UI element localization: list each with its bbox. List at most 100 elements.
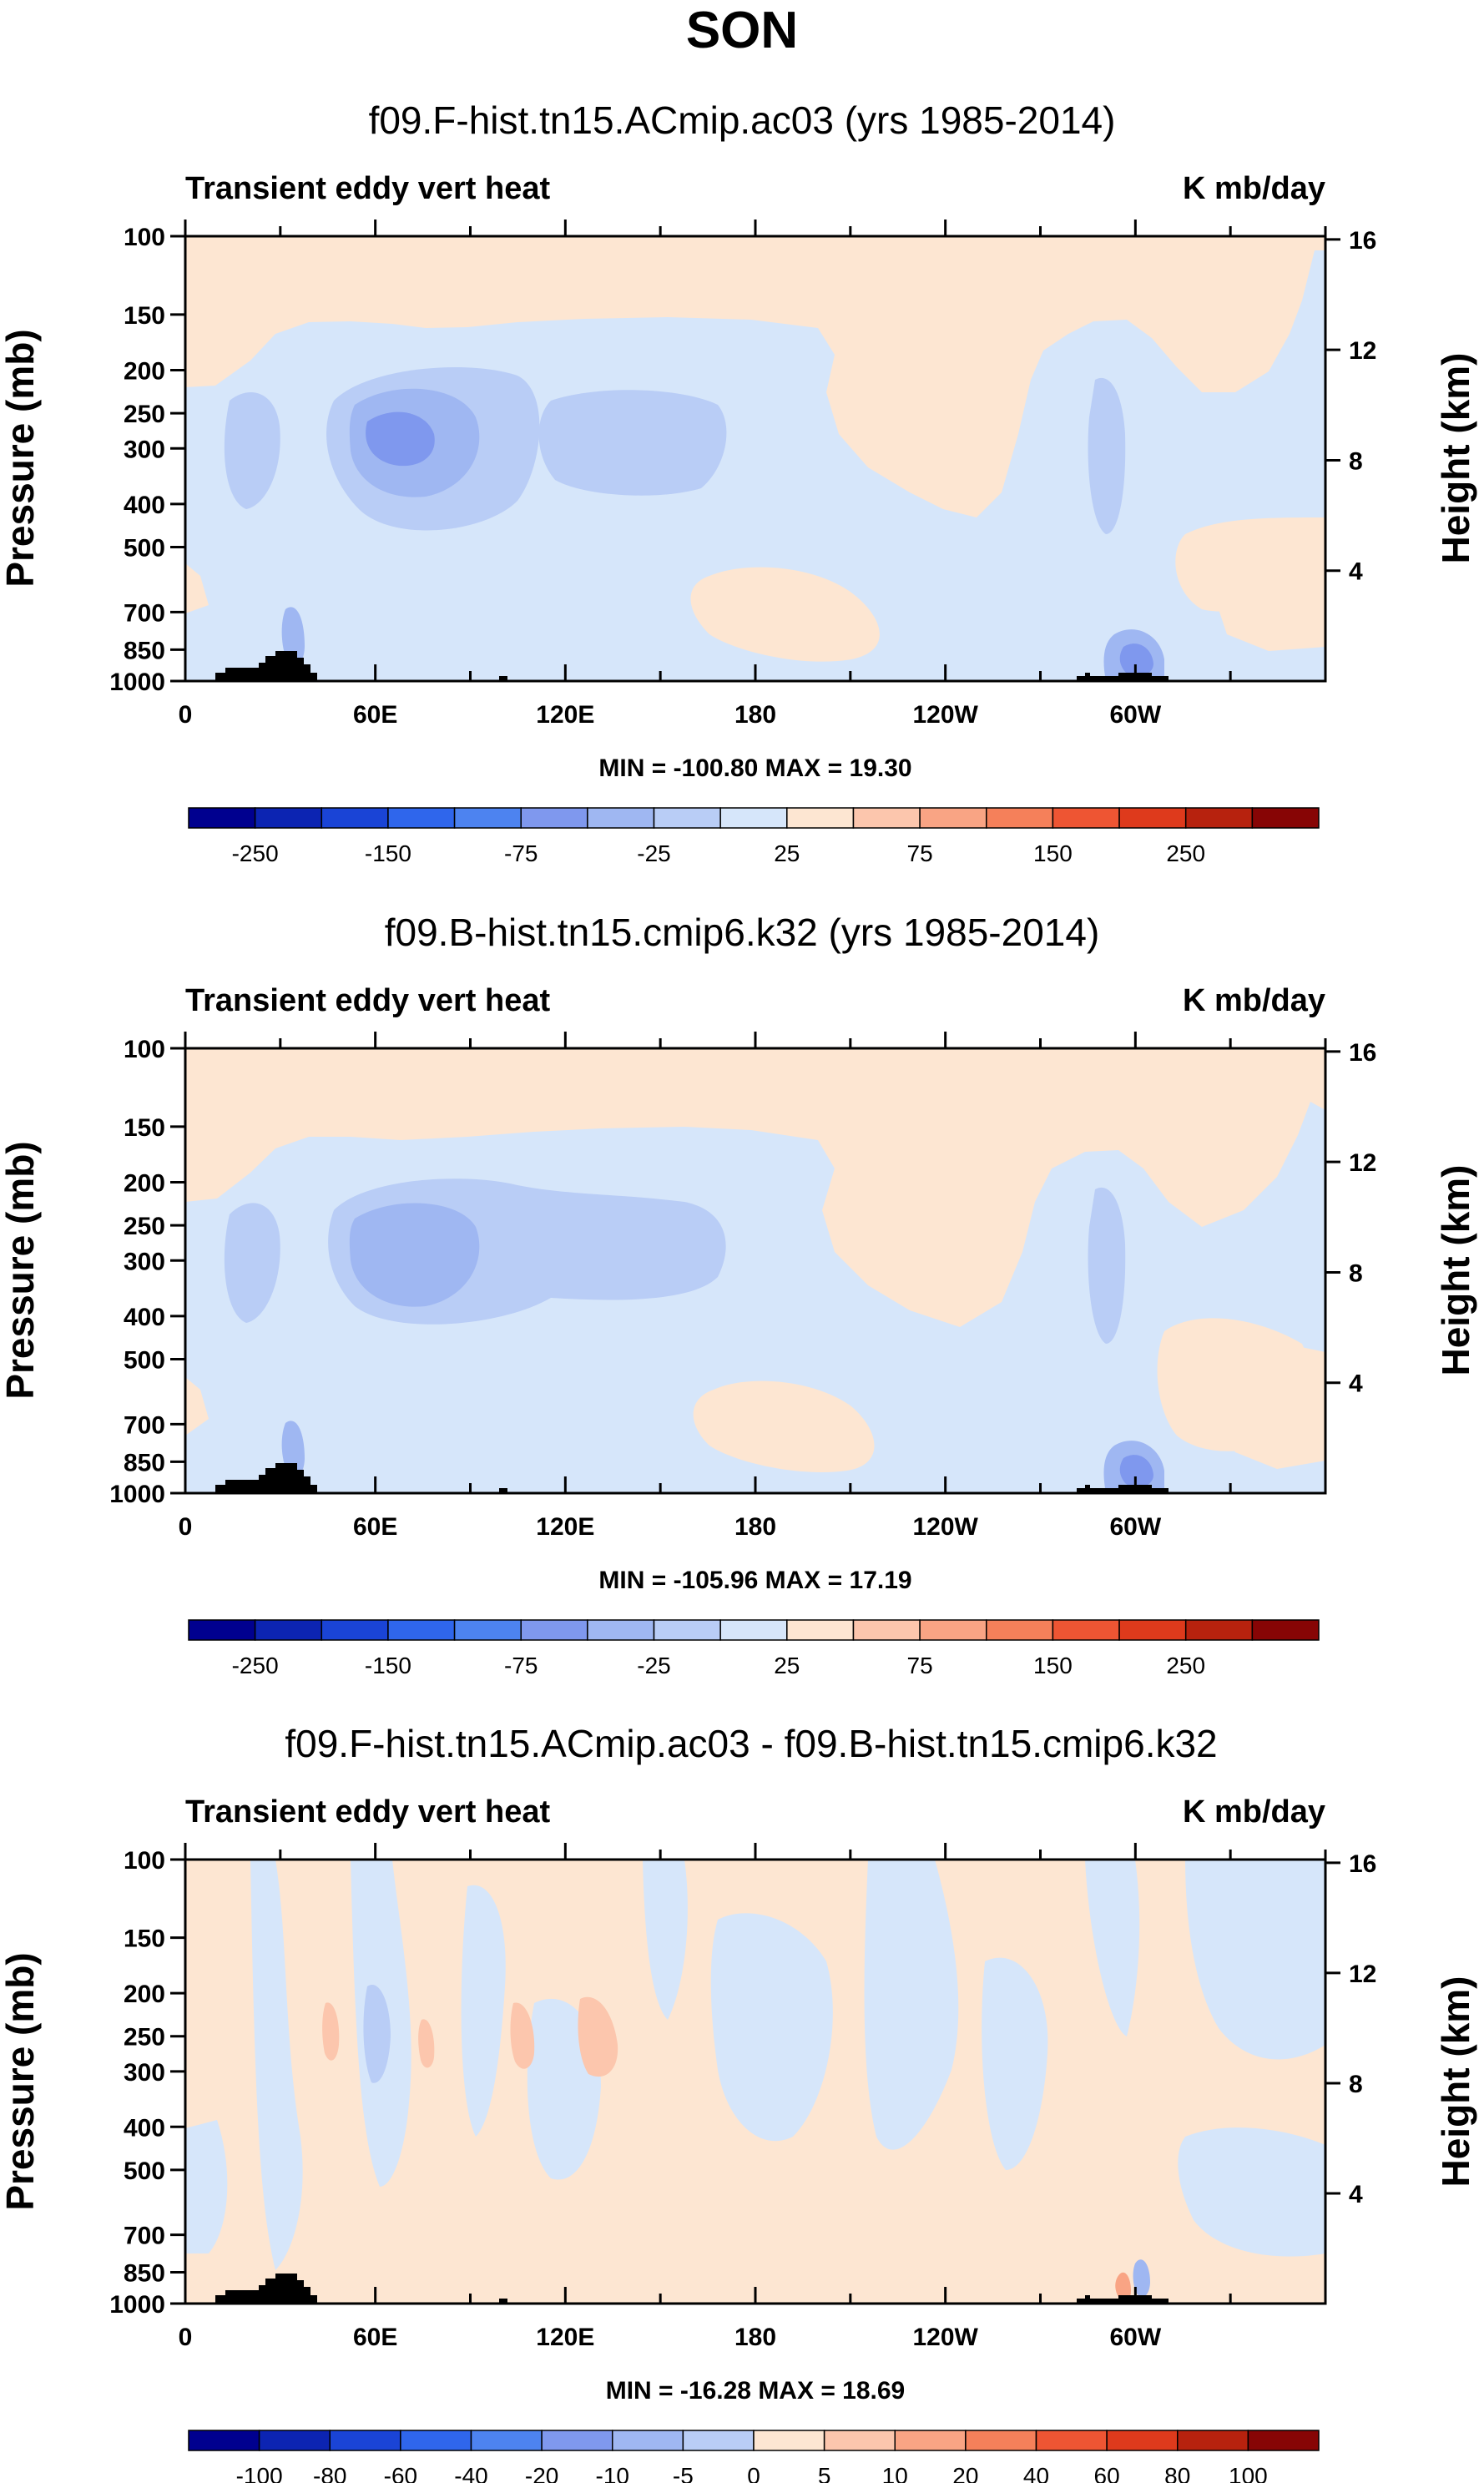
colorbar-label: 250 bbox=[1166, 1653, 1205, 1678]
panel-3-blue-band-a bbox=[250, 1860, 303, 2270]
panel-1-axes: 0 60E 120E 180 120W 60W 100 150 200 250 300 400 500 7… bbox=[109, 220, 1376, 729]
panel-1-ylabel: Pressure (mb) bbox=[0, 329, 42, 587]
y-tick-label: 400 bbox=[124, 492, 165, 519]
panel-3-field bbox=[185, 1860, 1325, 2304]
colorbar-box bbox=[1052, 807, 1120, 829]
y-tick-label: 700 bbox=[124, 2223, 165, 2250]
colorbar-label: 100 bbox=[1229, 2463, 1268, 2483]
x-tick-label: 120E bbox=[536, 1513, 594, 1541]
colorbar-label: 75 bbox=[907, 1653, 933, 1678]
y2-tick-label: 4 bbox=[1349, 558, 1363, 586]
colorbar-label: -75 bbox=[504, 1653, 538, 1678]
panel-2-right-label: K mb/day bbox=[1183, 983, 1325, 1018]
colorbar-box bbox=[1035, 2430, 1108, 2451]
y-tick-label: 200 bbox=[124, 357, 165, 385]
panel-3-ylabel: Pressure (mb) bbox=[0, 1952, 42, 2210]
x-tick-label: 60W bbox=[1109, 1513, 1161, 1541]
x-tick-label: 60W bbox=[1109, 2324, 1161, 2351]
panel-2: f09.B-hist.tn15.cmip6.k32 (yrs 1985-2014… bbox=[0, 911, 1477, 1678]
colorbar-label: -80 bbox=[313, 2463, 346, 2483]
colorbar-box bbox=[919, 807, 987, 829]
panel-1-right-label: K mb/day bbox=[1183, 171, 1325, 206]
colorbar-box bbox=[986, 807, 1054, 829]
colorbar-label: 60 bbox=[1094, 2463, 1120, 2483]
colorbar-label: -150 bbox=[365, 840, 411, 866]
panel-3-pos-5-10-b bbox=[418, 2019, 435, 2068]
panel-2-ylabel: Pressure (mb) bbox=[0, 1141, 42, 1399]
colorbar-box bbox=[1251, 1619, 1320, 1641]
colorbar-box bbox=[753, 2430, 825, 2451]
colorbar-label: 5 bbox=[818, 2463, 831, 2483]
y-tick-label: 300 bbox=[124, 436, 165, 463]
y-tick-label: 500 bbox=[124, 1347, 165, 1375]
panel-3-left-label: Transient eddy vert heat bbox=[185, 1794, 550, 1829]
colorbar-box bbox=[894, 2430, 967, 2451]
y-tick-label: 500 bbox=[124, 535, 165, 563]
y-tick-label: 200 bbox=[124, 1981, 165, 2008]
y-tick-label: 1000 bbox=[109, 2291, 165, 2319]
colorbar-label: -60 bbox=[384, 2463, 417, 2483]
colorbar-box bbox=[258, 2430, 331, 2451]
colorbar-label: -250 bbox=[232, 840, 279, 866]
colorbar-box bbox=[682, 2430, 755, 2451]
panel-1-contour-neg-5-25 bbox=[185, 250, 1325, 681]
colorbar-label: -10 bbox=[596, 2463, 629, 2483]
panel-1-colorbar: -250 -150 -75 -25 25 75 150 250 bbox=[188, 807, 1320, 866]
colorbar-box bbox=[1177, 2430, 1249, 2451]
colorbar-box bbox=[254, 1619, 323, 1641]
panel-2-y2label: Height (km) bbox=[1434, 1165, 1477, 1376]
colorbar-label: 150 bbox=[1033, 840, 1073, 866]
panel-1-y2label: Height (km) bbox=[1434, 353, 1477, 564]
colorbar-label: 40 bbox=[1023, 2463, 1049, 2483]
colorbar-box bbox=[1118, 1619, 1187, 1641]
panel-3-topography bbox=[215, 2274, 1169, 2304]
panel-3: f09.F-hist.tn15.ACmip.ac03 - f09.B-hist.… bbox=[0, 1722, 1477, 2483]
colorbar-label: -40 bbox=[454, 2463, 487, 2483]
y-tick-label: 1000 bbox=[109, 669, 165, 696]
x-tick-label: 60W bbox=[1109, 701, 1161, 729]
colorbar-box bbox=[188, 1619, 256, 1641]
panel-2-contour-pos-upper bbox=[693, 1380, 875, 1472]
colorbar-label: -100 bbox=[236, 2463, 283, 2483]
x-tick-label: 120E bbox=[536, 2324, 594, 2351]
y2-tick-label: 12 bbox=[1349, 337, 1376, 365]
panel-3-pos-5-10-d bbox=[578, 1996, 618, 2077]
x-tick-label: 0 bbox=[179, 701, 193, 729]
colorbar-box bbox=[986, 1619, 1054, 1641]
panel-2-contour-neg-25-50-d bbox=[1088, 1187, 1126, 1344]
x-tick-label: 180 bbox=[734, 1513, 776, 1541]
colorbar-box bbox=[254, 807, 323, 829]
x-tick-label: 120E bbox=[536, 701, 594, 729]
x-tick-label: 60E bbox=[353, 2324, 397, 2351]
panel-3-title: f09.F-hist.tn15.ACmip.ac03 - f09.B-hist.… bbox=[285, 1722, 1217, 1765]
y-tick-label: 700 bbox=[124, 599, 165, 627]
colorbar-box bbox=[719, 1619, 788, 1641]
colorbar-box bbox=[786, 807, 855, 829]
y2-tick-label: 16 bbox=[1349, 227, 1376, 255]
y-tick-label: 100 bbox=[124, 1036, 165, 1063]
panel-2-topography bbox=[215, 1463, 1169, 1493]
colorbar-box bbox=[823, 2430, 896, 2451]
y-tick-label: 850 bbox=[124, 637, 165, 664]
panel-1-contour-neg-25-50-b bbox=[538, 390, 727, 496]
panel-3-blue-band-c bbox=[461, 1885, 506, 2137]
colorbar-box bbox=[965, 2430, 1037, 2451]
panel-1-contour-surface-b bbox=[1119, 643, 1153, 677]
panel-1-contour-pos-upper bbox=[690, 567, 880, 662]
y-tick-label: 850 bbox=[124, 2259, 165, 2287]
y-tick-label: 300 bbox=[124, 1248, 165, 1275]
y-tick-label: 100 bbox=[124, 224, 165, 251]
panel-2-colorbar: -250 -150 -75 -25 25 75 150 250 bbox=[188, 1619, 1320, 1678]
colorbar-box bbox=[1052, 1619, 1120, 1641]
colorbar-box bbox=[453, 1619, 522, 1641]
colorbar-box bbox=[852, 1619, 921, 1641]
panel-3-blue-band-i bbox=[1085, 1860, 1140, 2036]
panel-1-contour-neg-25-50-c bbox=[224, 392, 280, 509]
panel-3-y2label: Height (km) bbox=[1434, 1976, 1477, 2188]
colorbar-box bbox=[919, 1619, 987, 1641]
y-tick-label: 200 bbox=[124, 1169, 165, 1197]
panel-2-contour-neg-25-50-c bbox=[224, 1203, 280, 1323]
panel-3-neg-5-10 bbox=[363, 1985, 391, 2083]
colorbar-label: 0 bbox=[747, 2463, 760, 2483]
x-tick-label: 0 bbox=[179, 1513, 193, 1541]
